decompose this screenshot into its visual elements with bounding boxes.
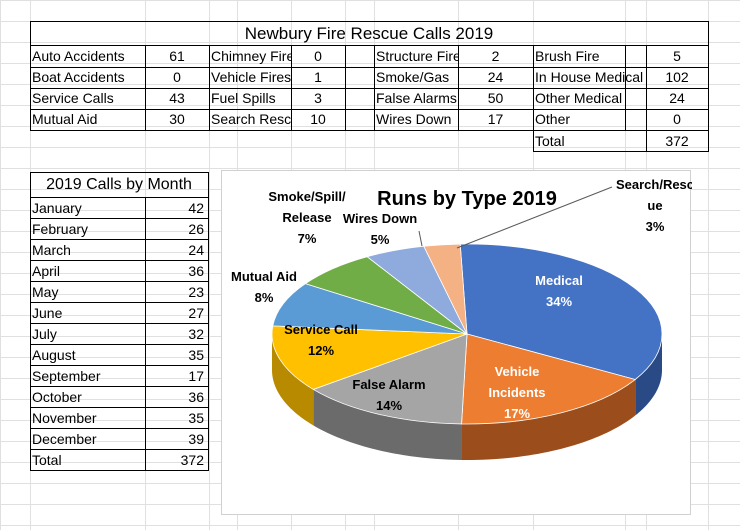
summary-value: 2 <box>491 48 500 64</box>
pie-slice[interactable] <box>461 333 637 425</box>
summary-value: 10 <box>310 111 326 127</box>
summary-label: Boat Accidents <box>32 69 125 85</box>
month-value: 26 <box>188 221 204 237</box>
pie-data-label: False Alarm 14% <box>352 377 425 413</box>
summary-value: 30 <box>169 111 185 127</box>
month-value: 36 <box>188 263 204 279</box>
month-label: January <box>32 200 82 216</box>
summary-total-label: Total <box>535 133 565 149</box>
month-value: 39 <box>188 431 204 447</box>
pie-data-label: Mutual Aid 8% <box>231 269 297 305</box>
chart-title: Runs by Type 2019 <box>377 188 557 210</box>
summary-label: Structure Fire <box>376 48 458 64</box>
runs-by-type-chart[interactable]: Runs by Type 2019 Medical 34% Vehicle Incid… <box>221 170 692 515</box>
pie-data-label: Search/Resc ue 3% <box>616 177 692 234</box>
pie-data-label: Wires Down 5% <box>343 211 417 247</box>
pie-slice-side <box>313 389 462 460</box>
summary-label: Smoke/Gas <box>376 69 450 85</box>
month-table-title: 2019 Calls by Month <box>46 176 192 193</box>
month-label: August <box>32 347 76 363</box>
month-value: 35 <box>188 410 204 426</box>
month-total-label: Total <box>32 452 62 468</box>
month-value: 32 <box>188 326 204 342</box>
summary-value: 1 <box>314 69 322 85</box>
month-label: February <box>32 221 89 237</box>
month-total-value: 372 <box>180 452 204 468</box>
pie-slice[interactable] <box>271 325 468 390</box>
summary-total-value: 372 <box>665 133 689 149</box>
pie-slice-side <box>635 334 662 416</box>
summary-label: In House Medical <box>535 69 644 85</box>
summary-value: 0 <box>673 111 681 127</box>
summary-label: Vehicle Fires <box>211 69 291 85</box>
month-label: April <box>32 263 61 279</box>
pie-slice-side <box>461 379 636 460</box>
summary-label: Mutual Aid <box>32 111 98 127</box>
summary-value: 0 <box>314 48 322 64</box>
month-label: June <box>32 305 63 321</box>
summary-label: False Alarms <box>376 90 457 106</box>
pie-data-label: Vehicle Incidents 17% <box>488 364 545 421</box>
pie-data-label: Service Call 12% <box>284 322 358 358</box>
month-label: November <box>32 410 97 426</box>
month-value: 36 <box>188 389 204 405</box>
summary-value: 24 <box>669 90 685 106</box>
summary-label: Other Medical <box>535 90 623 106</box>
pie-slice[interactable] <box>312 333 468 425</box>
month-value: 23 <box>188 284 204 300</box>
pie-chart-svg: Runs by Type 2019 Medical 34% Vehicle Incid… <box>231 177 692 460</box>
summary-value: 102 <box>665 69 689 85</box>
month-value: 42 <box>188 200 204 216</box>
month-value: 27 <box>188 305 204 321</box>
summary-label: Brush Fire <box>535 48 600 64</box>
summary-label: Wires Down <box>376 111 452 127</box>
pie-slice-side <box>272 334 314 426</box>
pie-slice[interactable] <box>423 243 468 335</box>
summary-label: Search Rescue <box>211 111 291 127</box>
summary-label: Other <box>535 111 571 127</box>
month-value: 17 <box>188 368 204 384</box>
summary-value: 24 <box>487 69 504 85</box>
pie-data-label: Smoke/Spill/Release 7% <box>268 189 346 246</box>
summary-label: Auto Accidents <box>32 48 125 64</box>
month-label: October <box>32 389 82 405</box>
month-label: December <box>32 431 97 447</box>
month-label: May <box>32 284 59 300</box>
pie-data-label: Medical 34% <box>535 273 583 309</box>
summary-label: Fuel Spills <box>211 90 276 106</box>
month-value: 35 <box>188 347 204 363</box>
summary-value: 5 <box>673 48 681 64</box>
summary-table-title: Newbury Fire Rescue Calls 2019 <box>244 24 494 43</box>
leader-line <box>418 230 423 247</box>
pie-slice[interactable] <box>272 283 468 335</box>
summary-value: 17 <box>487 111 504 127</box>
summary-label: Chimney Fires <box>211 48 291 64</box>
summary-value: 50 <box>487 90 504 106</box>
month-value: 24 <box>188 242 204 258</box>
summary-value: 0 <box>173 69 181 85</box>
summary-label: Service Calls <box>32 90 114 106</box>
leader-line <box>456 186 613 249</box>
summary-value: 61 <box>169 48 185 64</box>
month-label: July <box>32 326 57 342</box>
month-label: September <box>32 368 101 384</box>
summary-value: 43 <box>169 90 185 106</box>
summary-value: 3 <box>314 90 322 106</box>
month-label: March <box>32 242 71 258</box>
